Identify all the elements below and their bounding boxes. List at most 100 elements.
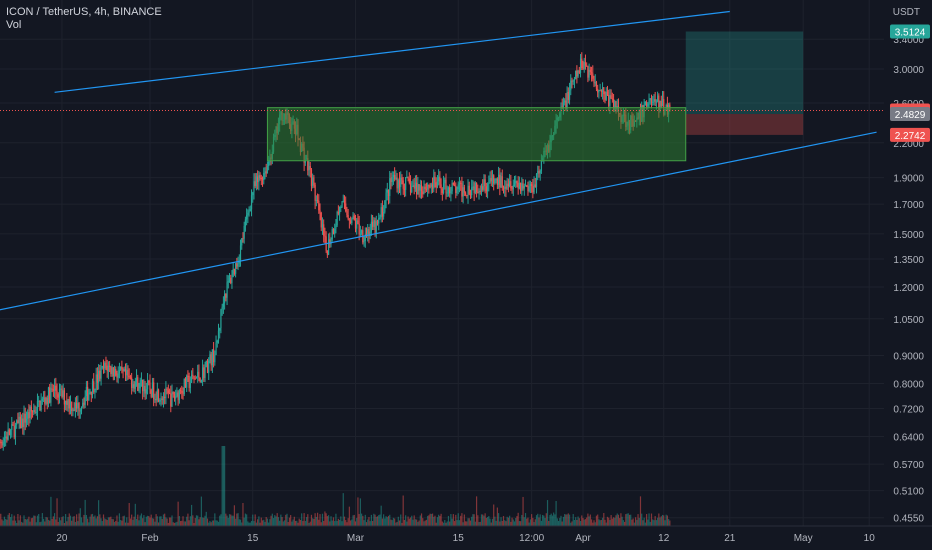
volume-bar [527,517,529,526]
volume-bar [56,498,58,526]
candle [211,349,213,366]
candle [394,175,396,180]
volume-bar [507,517,509,526]
candle [11,424,13,431]
candle [266,166,269,174]
candle [224,293,226,304]
candle [361,230,363,234]
candle [7,429,9,440]
volume-bar [568,514,571,526]
candle [340,207,342,209]
volume-bar [369,521,371,526]
candle [578,70,580,73]
volume-bar [411,515,413,526]
candle [102,366,105,369]
volume-bar [599,520,601,526]
candle [475,182,478,193]
volume-bar [215,520,217,526]
volume-bar [184,521,187,526]
volume-bar [560,515,562,526]
volume-bar [318,519,320,526]
volume-bar [493,504,495,526]
candle [99,370,101,379]
price-tick-label: 1.0500 [893,315,924,326]
volume-bar [419,515,421,526]
volume-bar [283,520,286,526]
volume-bar [290,515,292,526]
candle [216,340,218,343]
candle [457,184,459,190]
volume-bar [367,519,369,526]
volume-bar [198,519,200,526]
volume-bar [146,515,149,526]
volume-bar [268,522,270,526]
volume-bar [510,521,512,526]
candle [150,390,152,397]
volume-bar [60,520,62,526]
candle [590,72,593,74]
candle [445,179,447,193]
candle [2,441,4,446]
candle [655,101,657,103]
candle [263,173,265,181]
volume-bar [321,513,324,526]
volume-bar [445,522,447,526]
volume-bar [518,521,520,526]
volume-bar [597,514,599,526]
candle [265,171,267,174]
volume-bar [94,515,96,526]
candle [511,188,513,190]
volume-bar [90,514,92,526]
volume-bar [434,515,436,526]
volume-bar [309,521,311,526]
volume-bar [545,513,547,526]
volume-bar [265,517,267,526]
volume-bar [68,513,70,526]
candle [203,367,205,378]
volume-bar [614,517,616,526]
volume-bar [417,521,419,526]
volume-bar [11,514,13,526]
candle [241,238,243,246]
volume-bar [522,496,524,526]
volume-bar [335,513,337,526]
candle [261,178,264,181]
volume-bar [513,521,516,526]
volume-bar [6,519,8,526]
candle [88,392,90,401]
volume-bar [84,499,86,526]
candle [658,95,660,111]
candle [84,396,86,405]
candle [219,328,221,331]
candle [400,177,402,187]
candle [319,210,321,213]
volume-bar [453,521,456,526]
candle [165,388,167,399]
volume-bar [182,516,184,526]
volume-bar [325,513,327,526]
candle [466,194,468,196]
volume-bar [537,513,539,526]
candle [160,398,162,401]
candle [438,176,440,182]
candle [521,183,523,192]
volume-bar [296,520,298,526]
volume-bar [511,517,513,526]
volume-bar [606,516,609,526]
volume-bar [643,517,645,526]
candle [427,184,429,190]
volume-bar [496,507,498,526]
volume-bar [647,519,649,526]
candle [483,179,485,190]
candle [6,436,8,440]
candle [526,185,528,187]
volume-bar [110,516,112,526]
candle [604,94,606,100]
volume-bar [53,513,56,526]
volume-bar [423,521,425,526]
volume-bar [637,514,639,526]
candle [365,234,368,236]
volume-bar [428,515,430,526]
candle [213,349,215,363]
